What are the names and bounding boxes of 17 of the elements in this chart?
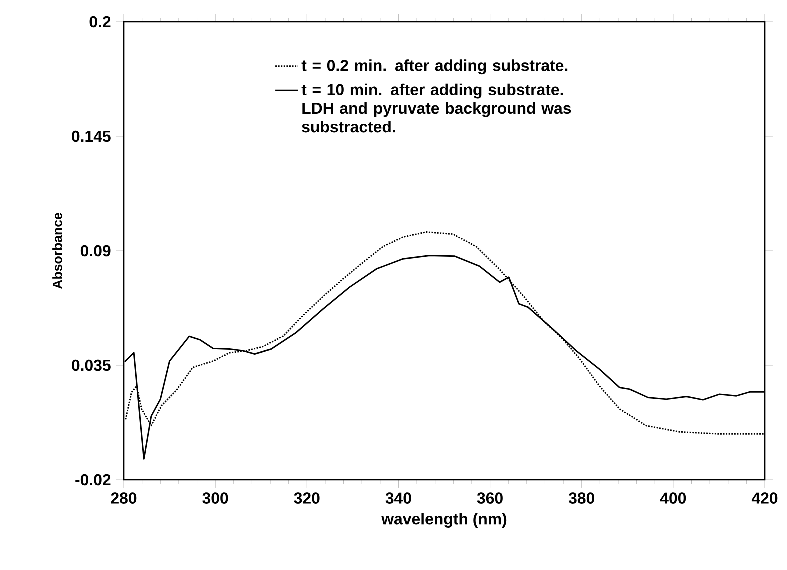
y-tick-label: -0.02 [76,474,111,486]
legend-label: t = 10 min. after adding substrate. LDH and pyruvate background was substracted. [302,84,572,133]
y-tick-label: 0.035 [72,360,111,372]
x-tick-label: 360 [477,492,503,504]
x-tick-label: 420 [752,492,778,504]
x-tick-label: 380 [568,492,594,504]
x-tick-label: 340 [386,492,412,504]
y-tick-label: 0.145 [72,130,111,142]
legend-label: t = 0.2 min. after adding substrate. [302,60,568,75]
y-tick-label: 0.2 [90,16,111,28]
y-axis-title: Absorbance [52,213,62,290]
x-tick-label: 320 [294,492,320,504]
x-tick-label: 280 [111,492,137,504]
x-axis-title: wavelength (nm) [382,513,507,528]
y-tick-label: 0.09 [80,245,111,257]
x-tick-label: 400 [660,492,686,504]
x-tick-label: 300 [202,492,228,504]
